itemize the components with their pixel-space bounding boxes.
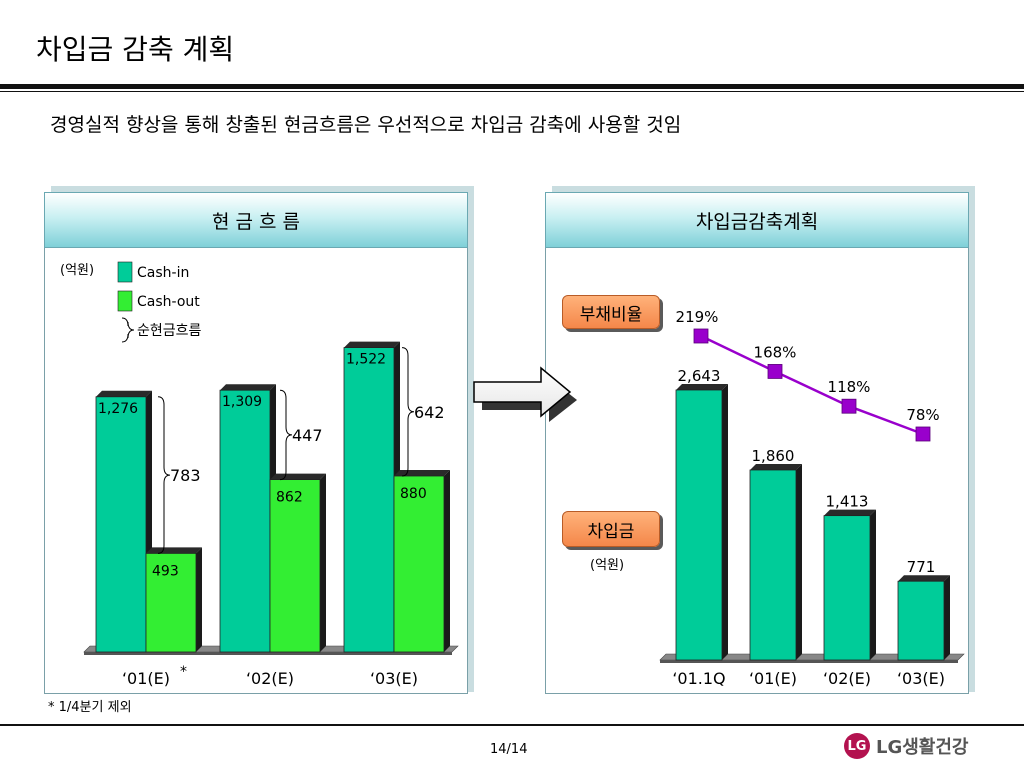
logo-mark: LG bbox=[844, 733, 870, 759]
cash-out-bar-side bbox=[196, 547, 202, 652]
debt-ratio-value-label: 168% bbox=[754, 343, 797, 361]
cash-in-bar bbox=[95, 396, 147, 653]
debt-ratio-marker bbox=[915, 426, 931, 442]
cash-out-bar-top bbox=[146, 547, 202, 554]
debt-ratio-label: 부채비율 bbox=[562, 295, 660, 329]
borrowing-bar bbox=[897, 580, 945, 661]
net-brace bbox=[279, 389, 293, 481]
debt-ratio-line bbox=[700, 334, 924, 436]
x-tick-label: ‘03(E) bbox=[370, 669, 418, 688]
footnote: * 1/4분기 제외 bbox=[48, 700, 132, 715]
borrowing-bar-top bbox=[750, 463, 802, 470]
legend-cash-in-label: Cash-in bbox=[137, 265, 189, 281]
borrowing-bar bbox=[675, 389, 723, 661]
borrowing-value-label: 2,643 bbox=[678, 367, 721, 385]
borrowing-bar bbox=[823, 515, 871, 661]
x-tick-label: ‘02(E) bbox=[246, 669, 294, 688]
cash-out-value-label: 862 bbox=[276, 490, 303, 506]
borrowing-bar bbox=[749, 469, 797, 661]
transition-arrow bbox=[473, 366, 577, 422]
legend-brace bbox=[121, 317, 135, 343]
cash-out-bar bbox=[145, 553, 197, 653]
borrowing-bar-side bbox=[944, 575, 950, 660]
page-subtitle: 경영실적 향상을 통해 창출된 현금흐름은 우선적으로 차입금 감축에 사용할 … bbox=[50, 114, 682, 136]
legend-cash-out-swatch bbox=[117, 290, 133, 312]
borrowing-value-label: 771 bbox=[907, 558, 936, 576]
debt-ratio-value-label: 219% bbox=[676, 308, 719, 326]
x-tick-label: ‘01(E) bbox=[749, 669, 797, 688]
cash-out-bar-side bbox=[320, 473, 326, 652]
borrowing-chart: 2,643 ‘01.1Q 1,860 ‘01(E) 1,413 ‘02(E) 771 ‘03(… bbox=[590, 308, 965, 688]
page-title: 차입금 감축 계획 bbox=[36, 33, 235, 66]
cash-in-bar-top bbox=[96, 390, 152, 397]
footer-divider bbox=[0, 724, 1024, 726]
cash-in-value-label: 1,522 bbox=[346, 352, 386, 368]
debt-ratio-value-label: 78% bbox=[906, 406, 939, 424]
borrowing-bar-side bbox=[722, 384, 728, 660]
borrowing-value-label: 1,860 bbox=[752, 447, 795, 465]
cash-flow-chart: (억원) Cash-in Cash-out 순현금흐름 1,276 493 783 ‘01(E… bbox=[60, 261, 459, 688]
x-tick-label: ‘03(E) bbox=[897, 669, 945, 688]
left-unit-label: (억원) bbox=[60, 263, 94, 278]
net-value-label: 642 bbox=[414, 403, 445, 422]
borrowing-bar-side bbox=[870, 509, 876, 660]
title-divider-thin bbox=[0, 91, 1024, 92]
borrowing-bar-side bbox=[796, 463, 802, 660]
cash-out-bar-top bbox=[270, 473, 326, 480]
debt-ratio-marker bbox=[841, 398, 857, 414]
x-tick-label: ‘01.1Q bbox=[672, 669, 725, 688]
cash-out-bar-side bbox=[444, 470, 450, 652]
left-baseline-edge bbox=[84, 652, 452, 655]
debt-ratio-marker bbox=[767, 364, 783, 379]
net-value-label: 783 bbox=[170, 466, 201, 485]
cash-out-bar bbox=[269, 479, 321, 653]
cash-in-bar bbox=[343, 347, 395, 653]
cash-in-value-label: 1,309 bbox=[222, 394, 262, 410]
cash-in-bar-top bbox=[344, 341, 400, 348]
page-number: 14/14 bbox=[490, 742, 528, 757]
legend-net-label: 순현금흐름 bbox=[137, 323, 202, 339]
lg-logo: LG LG생활건강 bbox=[844, 733, 968, 759]
cash-out-bar bbox=[393, 475, 445, 653]
cash-in-bar bbox=[219, 389, 271, 653]
cash-out-bar-top bbox=[394, 470, 450, 476]
net-value-label: 447 bbox=[292, 426, 323, 445]
cash-in-value-label: 1,276 bbox=[98, 401, 138, 417]
borrowing-header: 차입금감축계획 bbox=[545, 192, 969, 248]
net-brace bbox=[401, 347, 415, 477]
cash-in-bar-top bbox=[220, 384, 276, 391]
x-tick-note: * bbox=[180, 664, 187, 680]
right-unit-label: (억원) bbox=[590, 558, 624, 573]
debt-ratio-value-label: 118% bbox=[828, 378, 871, 396]
x-tick-label: ‘02(E) bbox=[823, 669, 871, 688]
debt-ratio-marker bbox=[693, 328, 709, 344]
legend-cash-in-swatch bbox=[117, 261, 133, 283]
title-divider bbox=[0, 84, 1024, 89]
cash-out-value-label: 493 bbox=[152, 563, 179, 579]
borrowing-bar-top bbox=[898, 575, 950, 582]
borrowing-value-label: 1,413 bbox=[826, 493, 869, 511]
borrowing-bar-top bbox=[824, 509, 876, 516]
logo-text: LG생활건강 bbox=[876, 737, 969, 758]
borrowings-label: 차입금 bbox=[562, 511, 660, 547]
net-brace bbox=[157, 396, 171, 554]
cash-flow-header: 현 금 흐 름 bbox=[44, 192, 468, 248]
right-baseline-edge bbox=[660, 660, 958, 663]
x-tick-label: ‘01(E) bbox=[122, 669, 170, 688]
cash-out-value-label: 880 bbox=[400, 486, 427, 502]
legend-cash-out-label: Cash-out bbox=[137, 294, 200, 310]
borrowing-bar-top bbox=[676, 384, 728, 390]
